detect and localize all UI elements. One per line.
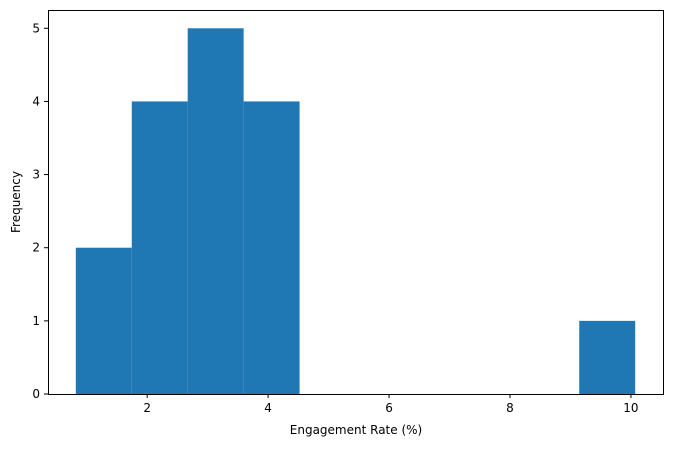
x-tick-label: 2	[143, 401, 151, 415]
x-tick-label: 8	[506, 401, 514, 415]
y-tick-label: 2	[32, 241, 40, 255]
histogram-bars	[75, 28, 636, 395]
x-tick-label: 6	[385, 401, 393, 415]
y-tick-label: 3	[32, 168, 40, 182]
x-tick-label: 10	[623, 401, 638, 415]
x-axis-ticks: 2 4 6 8 10	[143, 394, 639, 415]
y-tick-label: 1	[32, 314, 40, 328]
histogram-bar	[75, 247, 132, 394]
histogram-bar	[131, 101, 188, 394]
histogram-bar	[579, 320, 636, 394]
y-tick-label: 4	[32, 94, 40, 108]
y-axis-ticks: 0 1 2 3 4 5	[32, 21, 48, 401]
y-tick-label: 0	[32, 387, 40, 401]
plot-frame	[48, 10, 664, 395]
histogram-bar	[187, 28, 244, 395]
x-tick-label: 4	[264, 401, 272, 415]
y-axis-label: Frequency	[9, 171, 23, 233]
x-axis-label: Engagement Rate (%)	[290, 423, 422, 437]
y-tick-label: 5	[32, 21, 40, 35]
histogram-bar	[243, 101, 300, 394]
